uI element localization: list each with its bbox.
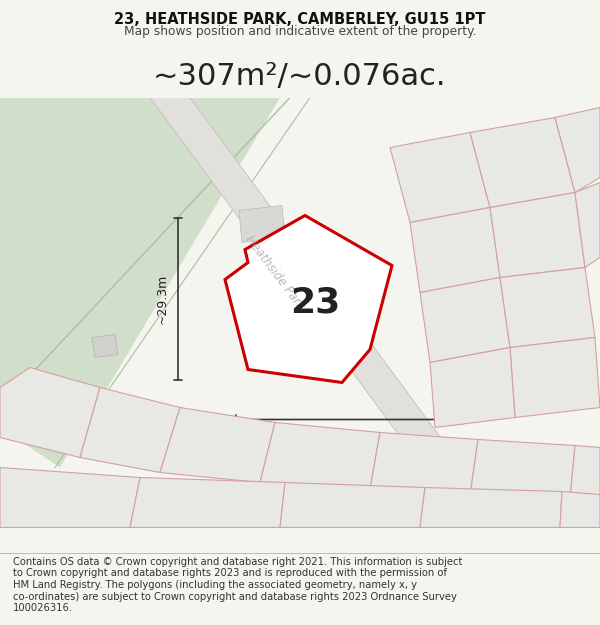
Text: Heathside Park: Heathside Park xyxy=(243,233,307,312)
Polygon shape xyxy=(0,468,140,528)
Polygon shape xyxy=(0,368,100,458)
Text: ~29.3m: ~29.3m xyxy=(155,274,169,324)
Polygon shape xyxy=(370,432,478,496)
Text: Contains OS data © Crown copyright and database right 2021. This information is : Contains OS data © Crown copyright and d… xyxy=(13,557,463,613)
Polygon shape xyxy=(390,132,490,222)
Text: ~25.6m: ~25.6m xyxy=(324,435,374,448)
Polygon shape xyxy=(410,208,500,292)
Polygon shape xyxy=(92,334,118,357)
Polygon shape xyxy=(80,388,180,472)
Polygon shape xyxy=(560,491,600,528)
Text: ~307m²/~0.076ac.: ~307m²/~0.076ac. xyxy=(153,62,447,91)
Polygon shape xyxy=(430,348,515,428)
Polygon shape xyxy=(160,408,275,482)
Polygon shape xyxy=(470,118,575,208)
Polygon shape xyxy=(510,338,600,418)
Polygon shape xyxy=(280,482,425,528)
Polygon shape xyxy=(420,488,562,528)
Text: Map shows position and indicative extent of the property.: Map shows position and indicative extent… xyxy=(124,25,476,38)
Text: 23, HEATHSIDE PARK, CAMBERLEY, GU15 1PT: 23, HEATHSIDE PARK, CAMBERLEY, GU15 1PT xyxy=(114,12,486,27)
Polygon shape xyxy=(260,422,380,489)
Polygon shape xyxy=(490,192,585,278)
Polygon shape xyxy=(575,182,600,268)
Polygon shape xyxy=(555,107,600,192)
Polygon shape xyxy=(0,98,280,468)
Polygon shape xyxy=(239,206,285,242)
Polygon shape xyxy=(420,278,510,362)
Polygon shape xyxy=(225,216,392,382)
Polygon shape xyxy=(570,446,600,501)
Text: 23: 23 xyxy=(290,286,340,319)
Polygon shape xyxy=(150,98,470,478)
Polygon shape xyxy=(470,439,575,499)
Polygon shape xyxy=(130,478,285,528)
Polygon shape xyxy=(500,268,595,348)
